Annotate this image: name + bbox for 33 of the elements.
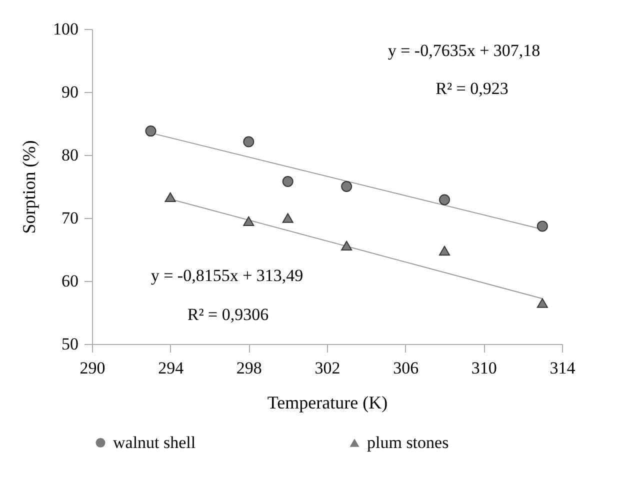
point: [439, 194, 450, 206]
x-axis-title: Temperature (K): [267, 392, 388, 412]
point: [164, 192, 176, 202]
point: [282, 213, 294, 223]
point: [341, 181, 352, 192]
x-tick-label: 302: [314, 358, 340, 378]
point: [145, 126, 156, 137]
x-tick-label: 306: [393, 358, 419, 378]
point: [536, 220, 548, 232]
annotation: R² = 0,9306: [187, 305, 269, 324]
point: [282, 176, 294, 187]
point: [536, 298, 548, 308]
annotation: R² = 0,923: [436, 79, 508, 98]
point: [243, 136, 254, 148]
x-tick-label: 290: [80, 358, 106, 378]
y-tick-label: 50: [62, 334, 78, 354]
x-tick-label: 294: [158, 358, 184, 378]
x-tick-label: 314: [550, 358, 576, 378]
point: [439, 246, 450, 256]
point: [243, 216, 254, 226]
x-tick-label: 298: [236, 358, 262, 378]
y-axis-title: Sorption (%): [19, 140, 39, 234]
annotation: y = -0,8155x + 313,49: [150, 266, 304, 285]
y-tick-label: 100: [53, 20, 78, 38]
point: [341, 240, 352, 251]
annotation: y = -0,7635x + 307,18: [388, 41, 540, 60]
y-tick-label: 60: [62, 272, 78, 290]
x-tick-label: 310: [471, 358, 497, 378]
legend-label: walnut shell: [113, 432, 196, 452]
y-tick-label: 90: [62, 82, 78, 102]
y-tick-label: 70: [62, 208, 78, 228]
y-tick-label: 80: [62, 146, 78, 164]
legend-label: plum stones: [367, 432, 449, 452]
